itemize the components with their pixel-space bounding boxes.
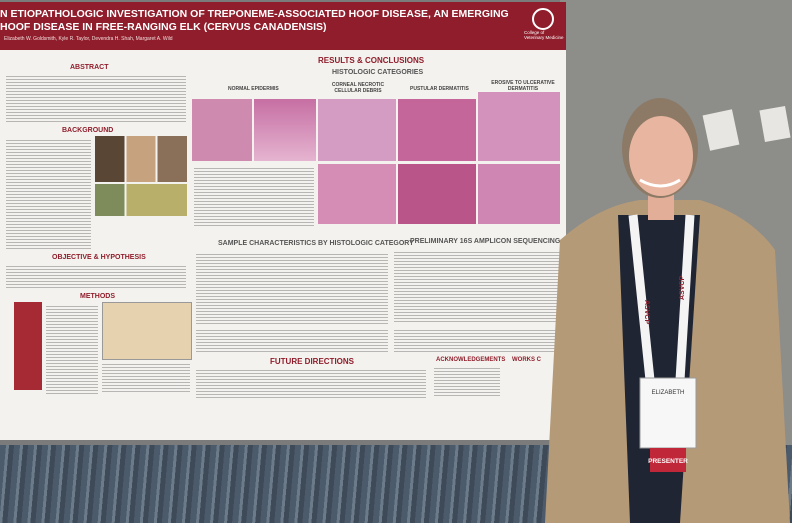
histology-image <box>478 164 560 224</box>
histology-image <box>478 92 560 161</box>
smile <box>639 178 681 188</box>
title-bar <box>0 2 566 50</box>
heading: WORKS C <box>512 357 541 363</box>
category: NORMAL EPIDERMIS <box>228 86 279 92</box>
text-block <box>196 328 388 352</box>
poster-title: N ETIOPATHOLOGIC INVESTIGATION OF TREPON… <box>0 8 509 20</box>
heading: FUTURE DIRECTIONS <box>270 357 354 366</box>
heading: OBJECTIVE & HYPOTHESIS <box>52 254 146 261</box>
heading: BACKGROUND <box>62 127 114 134</box>
heading: PRELIMINARY 16S AMPLICON SEQUENCING RESU… <box>410 238 595 245</box>
text-block <box>6 74 186 122</box>
photo <box>95 136 187 182</box>
table <box>196 252 388 324</box>
face <box>629 116 693 196</box>
table <box>394 250 560 324</box>
text-block <box>194 166 314 226</box>
badge-name: ELIZABETH <box>652 390 685 396</box>
ribbon <box>650 448 686 472</box>
histology-image <box>318 164 396 224</box>
text-block <box>46 304 98 394</box>
badge <box>639 377 697 449</box>
logo-mark <box>532 8 554 30</box>
lanyard-text: ASVCP <box>679 276 686 300</box>
category: PUSTULAR DERMATITIS <box>410 86 469 92</box>
lanyard-text: ASVCP <box>643 300 650 324</box>
poster: N ETIOPATHOLOGIC INVESTIGATION OF TREPON… <box>0 2 594 440</box>
logo: College of Veterinary Medicine <box>524 30 564 40</box>
text-block <box>6 138 91 250</box>
badge-role: PRESENTER <box>648 458 688 465</box>
diagram <box>14 302 42 390</box>
histology-image <box>318 99 396 161</box>
lanyard-strap <box>628 214 695 381</box>
heading: SAMPLE CHARACTERISTICS BY HISTOLOGIC CAT… <box>218 240 414 247</box>
text-block <box>196 368 426 398</box>
histology-image <box>398 164 476 224</box>
text-block <box>102 362 190 394</box>
heading: METHODS <box>80 293 115 300</box>
heading: HISTOLOGIC CATEGORIES <box>332 69 424 76</box>
histology-image <box>192 99 252 161</box>
text-block <box>6 264 186 290</box>
heading: ABSTRACT <box>70 64 109 71</box>
histology-image <box>254 99 316 161</box>
poster-title: HOOF DISEASE IN FREE-RANGING ELK (CERVUS… <box>0 21 327 33</box>
category: CORNEAL NECROTIC CELLULAR DEBRIS <box>331 82 385 94</box>
map <box>102 302 192 360</box>
photo <box>95 184 187 216</box>
authors: Elizabeth W. Goldsmith, Kyle R. Taylor, … <box>4 36 173 42</box>
text-block <box>394 328 560 352</box>
heading: RESULTS & CONCLUSIONS <box>318 56 425 65</box>
category: EROSIVE TO ULCERATIVE DERMATITIS <box>491 80 555 92</box>
text-block <box>434 366 500 398</box>
heading: ACKNOWLEDGEMENTS <box>436 357 506 363</box>
histology-image <box>398 99 476 161</box>
